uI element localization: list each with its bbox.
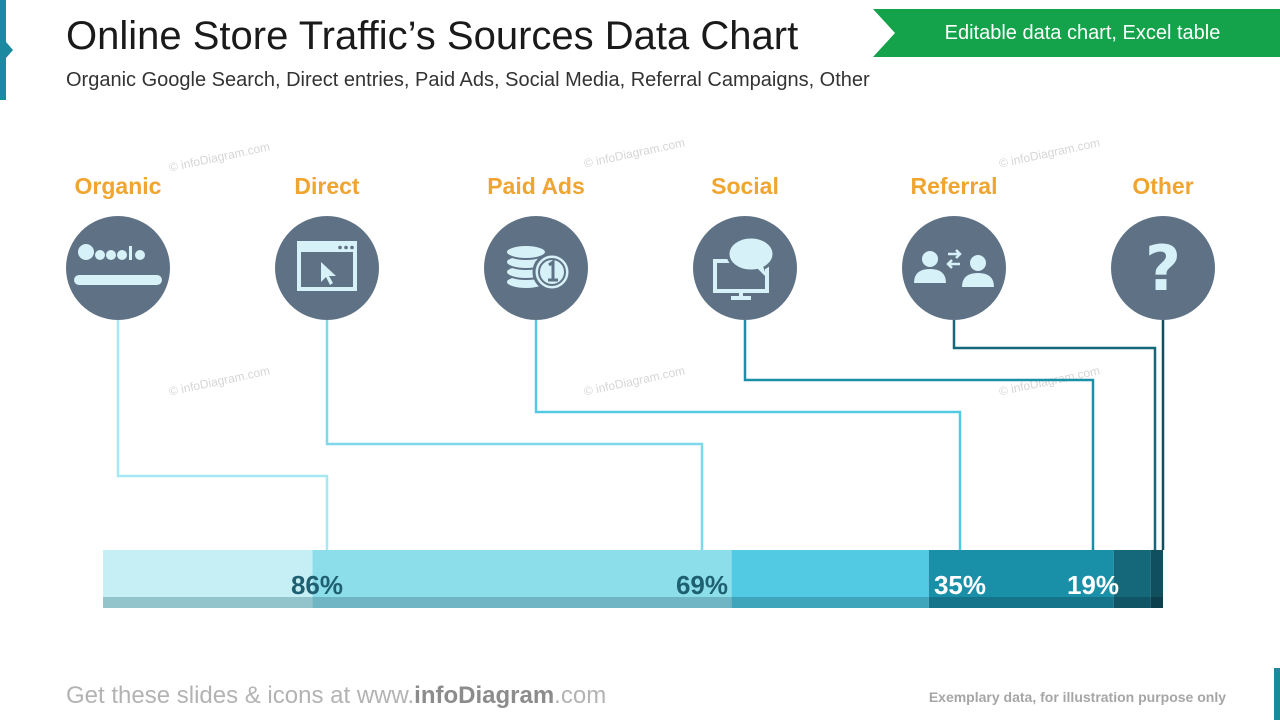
person-head	[922, 251, 938, 267]
window-dot	[344, 245, 348, 250]
bar-segment-shadow	[928, 597, 1114, 608]
connector-line-organic	[116, 320, 329, 550]
editable-badge: Editable data chart, Excel table	[873, 9, 1280, 57]
page-title: Online Store Traffic’s Sources Data Char…	[66, 14, 799, 58]
monitor-stand	[739, 291, 743, 297]
footer-disclaimer: Exemplary data, for illustration purpose…	[928, 689, 1226, 705]
bar-segment-paid-ads	[731, 550, 929, 597]
bar-segment-shadow	[103, 597, 313, 608]
connector-line-social	[743, 320, 1095, 550]
accent-notch	[6, 42, 13, 58]
person-body	[914, 269, 946, 283]
bar-segment-shadow	[731, 597, 929, 608]
bar-segment-organic	[103, 550, 313, 597]
bar-segment-social	[928, 550, 1114, 597]
chat-bubble	[726, 235, 776, 273]
logo-dot	[106, 250, 116, 260]
accent-bar	[0, 0, 6, 100]
bar-segment-shadow	[1150, 597, 1163, 608]
category-label: Paid Ads	[487, 173, 585, 199]
coin-stack	[505, 244, 547, 260]
logo-dot	[135, 250, 145, 260]
person-head	[970, 255, 986, 271]
logo-l	[129, 246, 132, 260]
monitor-chat-icon	[713, 235, 776, 300]
value-label: 35%	[934, 570, 986, 600]
window-titlebar	[299, 243, 355, 252]
page-subtitle: Organic Google Search, Direct entries, P…	[66, 69, 870, 91]
connector-line-paid-ads	[534, 320, 962, 550]
category-label: Organic	[75, 173, 162, 199]
cursor-arrow	[321, 262, 336, 285]
coins-icon	[505, 244, 572, 292]
icon-circle	[902, 216, 1006, 320]
arrow-left	[946, 259, 960, 269]
arrow-right	[948, 249, 962, 259]
connector-line-referral	[952, 320, 1157, 550]
coin-number	[548, 259, 558, 282]
bar-segment-shadow	[1113, 597, 1151, 608]
chat-tail	[757, 266, 767, 278]
google-search-icon	[74, 244, 162, 285]
category-label: Social	[711, 173, 779, 199]
value-label: 69%	[676, 570, 728, 600]
logo-dot	[117, 250, 127, 260]
person-body	[962, 273, 994, 287]
monitor-base	[731, 296, 751, 300]
bar-segment-referral	[1113, 550, 1151, 597]
category-label: Other	[1132, 173, 1193, 199]
question-glyph: ?	[1145, 232, 1181, 305]
footer-link-text: Get these slides & icons at www.infoDiag…	[66, 682, 607, 709]
bar-segment-direct	[312, 550, 732, 597]
bar-segment-shadow	[312, 597, 732, 608]
value-label: 86%	[291, 570, 343, 600]
icon-circle	[66, 216, 170, 320]
category-label: Referral	[911, 173, 998, 199]
connector-line-direct	[325, 320, 704, 550]
category-label: Direct	[294, 173, 360, 199]
window-dot	[338, 245, 342, 250]
bar-segment-other	[1150, 550, 1163, 597]
window-dot	[350, 245, 354, 250]
value-label: 19%	[1067, 570, 1119, 600]
question-mark-icon: ?	[1145, 232, 1181, 305]
corner-bar	[1274, 668, 1280, 720]
search-bar-shape	[74, 275, 162, 285]
browser-cursor-icon	[297, 241, 357, 291]
icon-circle	[1111, 216, 1215, 320]
logo-dot	[95, 250, 105, 260]
coin-ring	[538, 258, 566, 286]
people-exchange-icon	[914, 249, 994, 287]
logo-dot	[78, 244, 94, 260]
